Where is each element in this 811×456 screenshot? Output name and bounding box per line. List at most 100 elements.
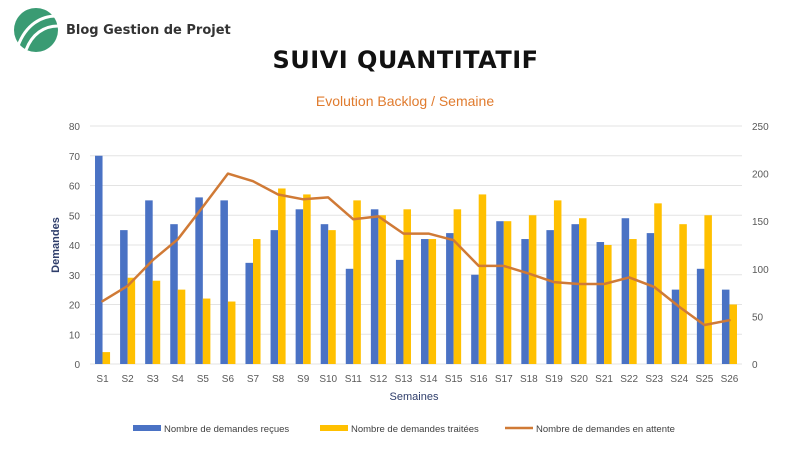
- legend-label: Nombre de demandes traitées: [351, 424, 479, 435]
- bar-received: [696, 268, 705, 364]
- y-axis-label: Demandes: [50, 217, 62, 273]
- y-tick-label: 80: [69, 122, 81, 133]
- bar-processed: [202, 298, 211, 364]
- bar-processed: [604, 245, 612, 364]
- legend-label: Nombre de demandes reçues: [164, 424, 289, 435]
- x-tick-label: S2: [121, 374, 134, 385]
- bar-received: [571, 224, 579, 364]
- bar-processed: [127, 277, 136, 364]
- x-tick-label: S10: [319, 374, 337, 385]
- bar-received: [646, 233, 655, 364]
- chart-title: Evolution Backlog / Semaine: [316, 93, 494, 109]
- bar-received: [170, 224, 178, 364]
- bar-processed: [177, 289, 186, 364]
- x-tick-label: S22: [620, 374, 638, 385]
- x-tick-label: S11: [345, 374, 362, 385]
- x-tick-label: S25: [695, 374, 713, 385]
- x-axis-label: Semaines: [390, 391, 439, 403]
- x-tick-label: S15: [445, 374, 463, 385]
- y2-tick-label: 150: [752, 217, 769, 228]
- bar-received: [596, 242, 605, 364]
- x-tick-label: S5: [197, 374, 210, 385]
- bar-received: [195, 197, 203, 364]
- bar-received: [220, 200, 228, 364]
- x-tick-label: S4: [172, 374, 185, 385]
- brand-name: Blog Gestion de Projet: [66, 22, 231, 38]
- bar-processed: [328, 230, 336, 364]
- bar-processed: [478, 194, 487, 364]
- left-axis-ticks: 0 10 20 30 40 50 60 70 80: [69, 122, 81, 371]
- x-tick-label: S7: [247, 374, 260, 385]
- bar-processed: [729, 304, 737, 364]
- y2-tick-label: 250: [752, 122, 769, 133]
- bar-received: [270, 230, 279, 364]
- y2-tick-label: 100: [752, 265, 769, 276]
- x-axis-ticks: S1 S2 S3 S4 S5 S6 S7 S8 S9 S10 S11 S12 S13 S14 S15 S16 S…: [96, 374, 738, 385]
- y-tick-label: 70: [69, 152, 81, 163]
- bar-processed: [303, 194, 311, 364]
- x-tick-label: S21: [595, 374, 613, 385]
- legend-swatch: [133, 425, 161, 431]
- bar-received: [245, 262, 253, 364]
- x-tick-label: S26: [721, 374, 739, 385]
- bar-received: [471, 274, 479, 364]
- y-tick-label: 30: [69, 271, 81, 282]
- x-tick-label: S8: [272, 374, 285, 385]
- x-tick-label: S20: [570, 374, 588, 385]
- legend: Nombre de demandes reçues Nombre de deman…: [133, 424, 675, 435]
- bar-received: [295, 209, 304, 364]
- bar-series: [95, 155, 737, 364]
- gridlines: [90, 125, 742, 365]
- x-tick-label: S13: [395, 374, 413, 385]
- bar-processed: [503, 221, 512, 364]
- y2-tick-label: 50: [752, 312, 764, 323]
- bar-processed: [353, 200, 361, 364]
- x-tick-label: S9: [297, 374, 310, 385]
- bar-received: [721, 289, 730, 364]
- bar-processed: [629, 239, 637, 364]
- x-tick-label: S3: [147, 374, 160, 385]
- bar-processed: [278, 188, 286, 364]
- bar-received: [95, 155, 103, 364]
- x-tick-label: S23: [645, 374, 663, 385]
- x-tick-label: S14: [420, 374, 438, 385]
- bar-received: [120, 230, 128, 364]
- legend-label: Nombre de demandes en attente: [536, 424, 675, 435]
- bar-received: [446, 233, 454, 364]
- x-tick-label: S6: [222, 374, 235, 385]
- x-tick-label: S24: [670, 374, 688, 385]
- bar-processed: [528, 215, 537, 364]
- bar-received: [395, 259, 404, 364]
- bar-received: [521, 239, 529, 364]
- right-axis-ticks: 0 50 100 150 200 250: [752, 122, 769, 371]
- x-tick-label: S1: [96, 374, 109, 385]
- x-tick-label: S18: [520, 374, 538, 385]
- line-pending: [101, 172, 731, 327]
- bar-processed: [579, 218, 587, 364]
- legend-swatch: [320, 425, 348, 431]
- bar-processed: [378, 215, 386, 364]
- bar-received: [546, 230, 554, 364]
- bar-received: [496, 221, 504, 364]
- x-tick-label: S16: [470, 374, 488, 385]
- y-tick-label: 40: [69, 241, 81, 252]
- y-tick-label: 10: [69, 330, 81, 341]
- y2-tick-label: 0: [752, 360, 758, 371]
- bar-processed: [428, 239, 437, 364]
- bar-processed: [679, 224, 687, 364]
- x-tick-label: S17: [495, 374, 513, 385]
- bar-received: [621, 218, 630, 364]
- y-tick-label: 50: [69, 211, 81, 222]
- y-tick-label: 60: [69, 182, 81, 193]
- bar-processed: [704, 215, 712, 364]
- bar-received: [345, 268, 354, 364]
- page-heading: SUIVI QUANTITATIF: [272, 46, 539, 74]
- line-series: [101, 172, 731, 327]
- bar-processed: [453, 209, 462, 364]
- bar-processed: [253, 239, 261, 364]
- bar-received: [671, 289, 680, 364]
- brand-logo: Blog Gestion de Projet: [12, 6, 231, 54]
- y2-tick-label: 200: [752, 170, 769, 181]
- bar-received: [370, 209, 379, 364]
